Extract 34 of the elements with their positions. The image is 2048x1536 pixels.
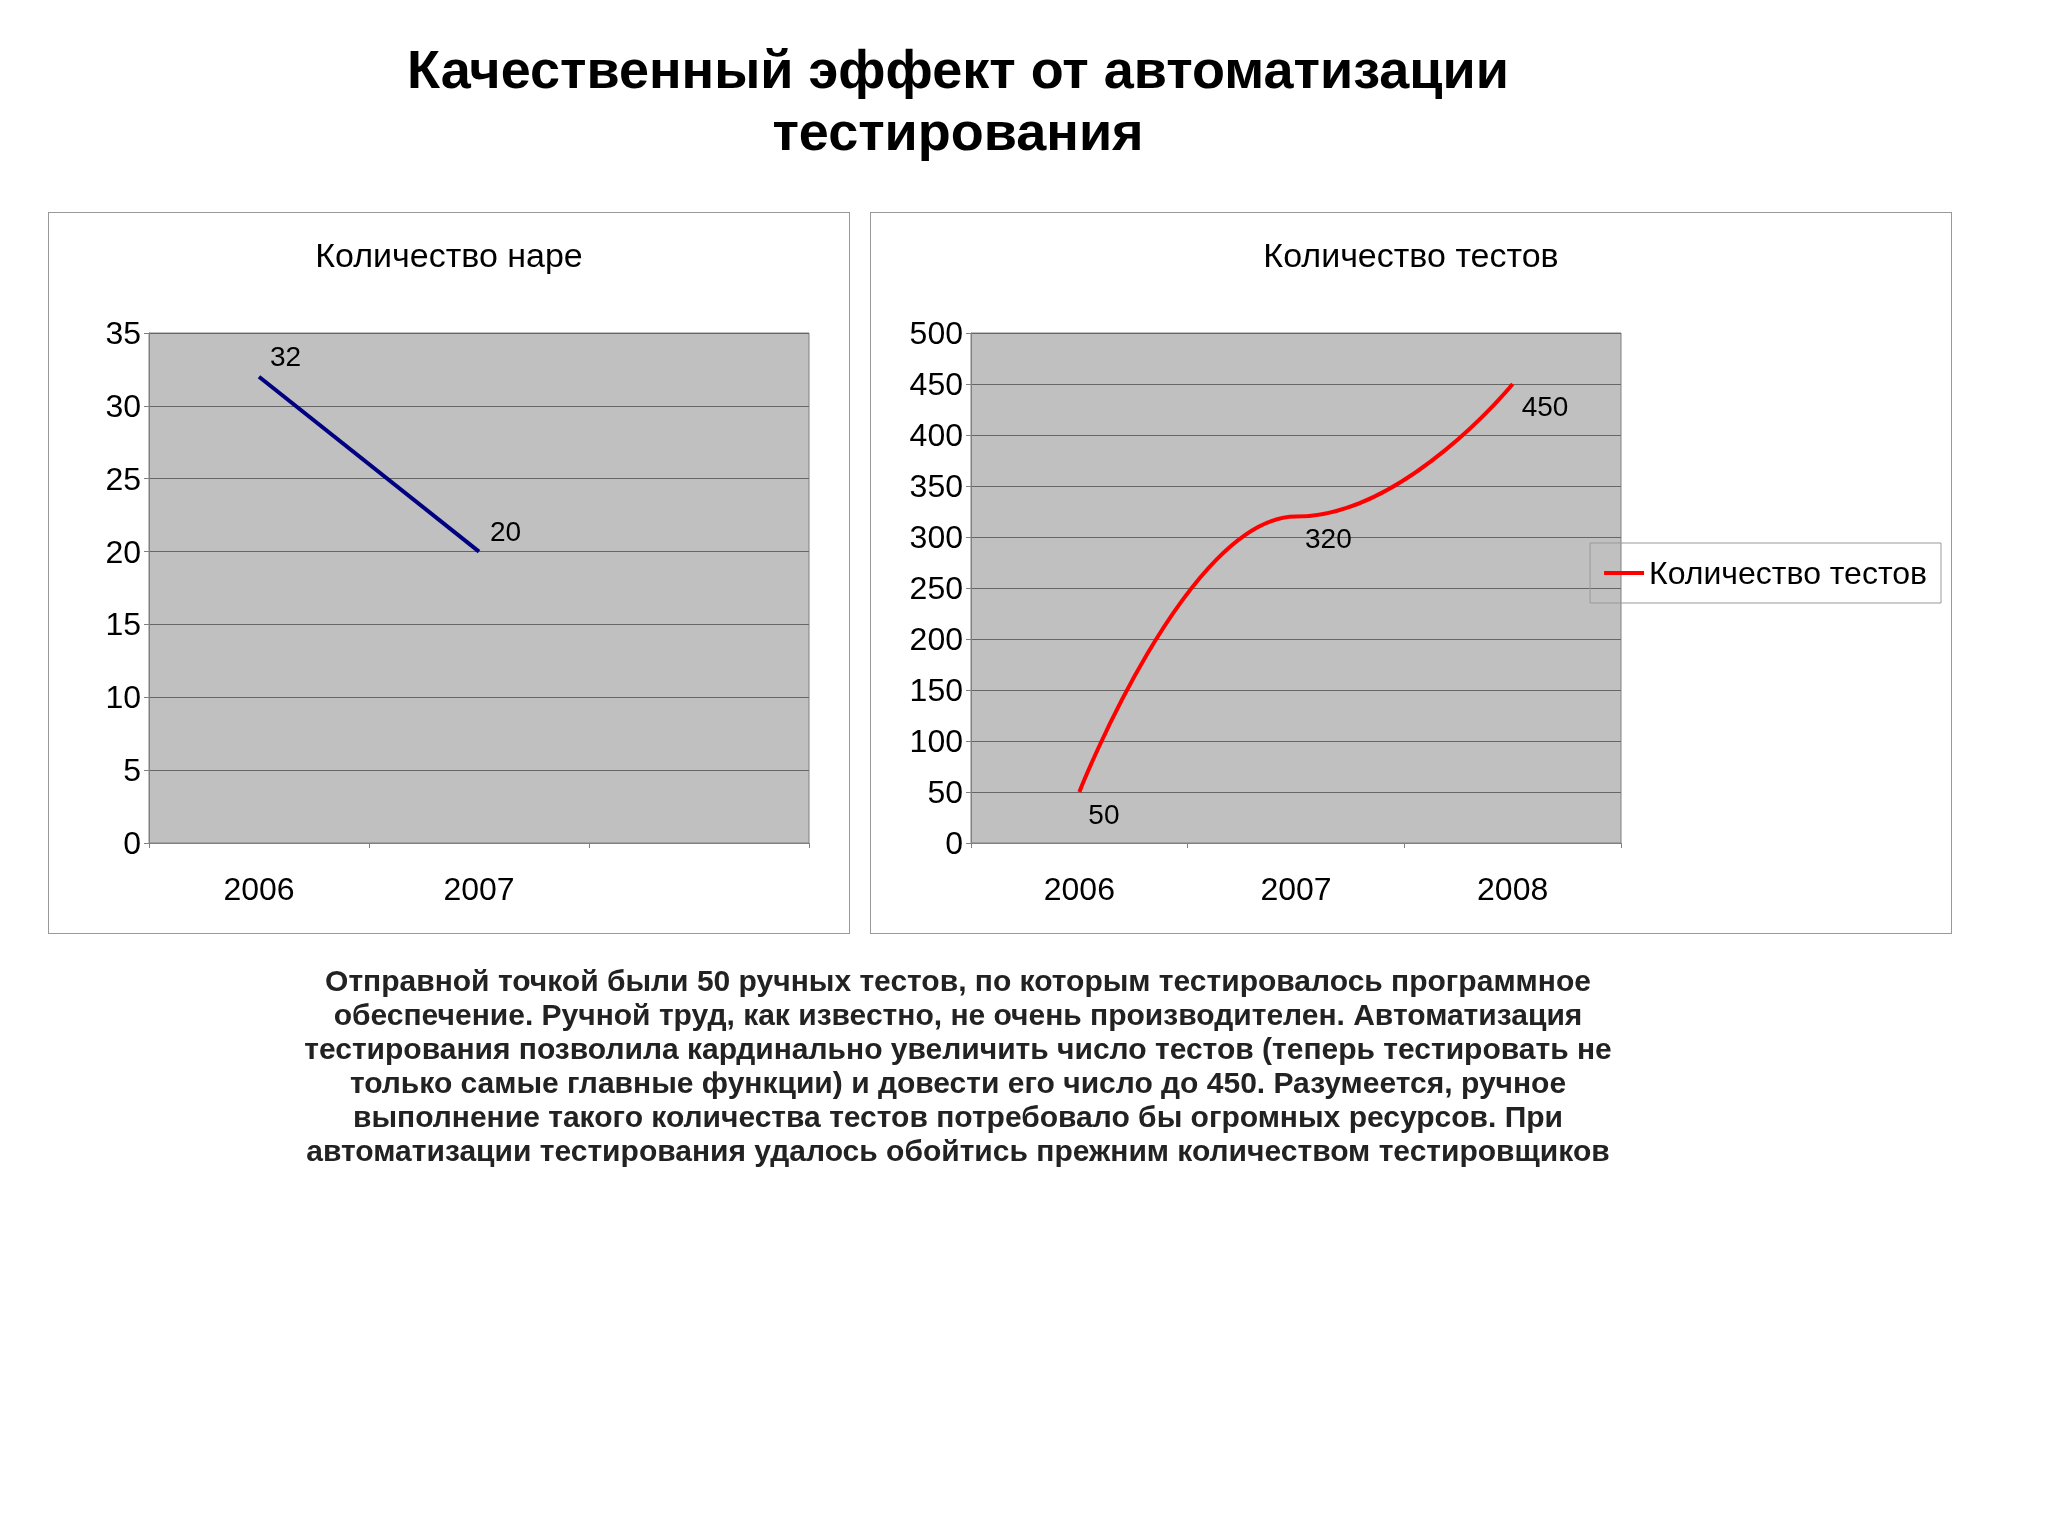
y-tick-label: 25 [105, 460, 141, 497]
y-tick-label: 500 [909, 315, 963, 351]
legend-label: Количество тестов [1649, 555, 1927, 591]
y-tick-label: 150 [909, 672, 963, 708]
data-label: 320 [1305, 523, 1352, 555]
x-tick-label: 2007 [443, 871, 515, 907]
y-tick-label: 15 [105, 606, 141, 643]
y-tick-label: 350 [909, 468, 963, 504]
y-tick-label: 20 [105, 533, 141, 570]
y-tick-label: 300 [909, 519, 963, 555]
y-tick-label: 0 [945, 825, 963, 861]
chart-title: Количество наре [315, 236, 583, 274]
data-label: 20 [490, 516, 522, 548]
data-label: 450 [1521, 390, 1569, 422]
chart-title: Количество тестов [1263, 236, 1559, 274]
y-tick-label: 10 [105, 679, 141, 716]
x-tick-label: 2006 [223, 871, 295, 907]
data-label: 50 [1088, 798, 1120, 830]
text: Качественный эффект от автоматизации тестирования [406, 38, 1510, 163]
y-tick-label: 400 [909, 417, 963, 453]
y-tick-label: 200 [909, 621, 963, 657]
y-tick-label: 450 [909, 366, 963, 402]
y-tick-label: 5 [123, 752, 141, 789]
x-tick-label: 2008 [1477, 871, 1549, 907]
data-label: 32 [270, 341, 302, 373]
x-tick-label: 2006 [1043, 871, 1115, 907]
y-tick-label: 50 [927, 774, 963, 810]
y-tick-label: 0 [123, 825, 141, 861]
y-tick-label: 100 [909, 723, 963, 759]
x-tick-label: 2007 [1260, 871, 1332, 907]
y-tick-label: 250 [909, 570, 963, 606]
y-tick-label: 35 [105, 315, 141, 351]
y-tick-label: 30 [105, 387, 141, 424]
text: Отправной точкой были 50 ручных тестов, по которым тестировалось программное обеспечение. Ручной труд, как известно, не очень производителен. Автоматизация тестирования позволила кардинально увеличить число тестов (теперь тестировать не только самые главные функции) и довести его число до 450. Разумеется, ручное выполнение такого количества тестов потребовало бы огромных ресурсов. При автоматизации тестирования удалось обойтись прежним количеством тестировщиков [303, 963, 1613, 1169]
